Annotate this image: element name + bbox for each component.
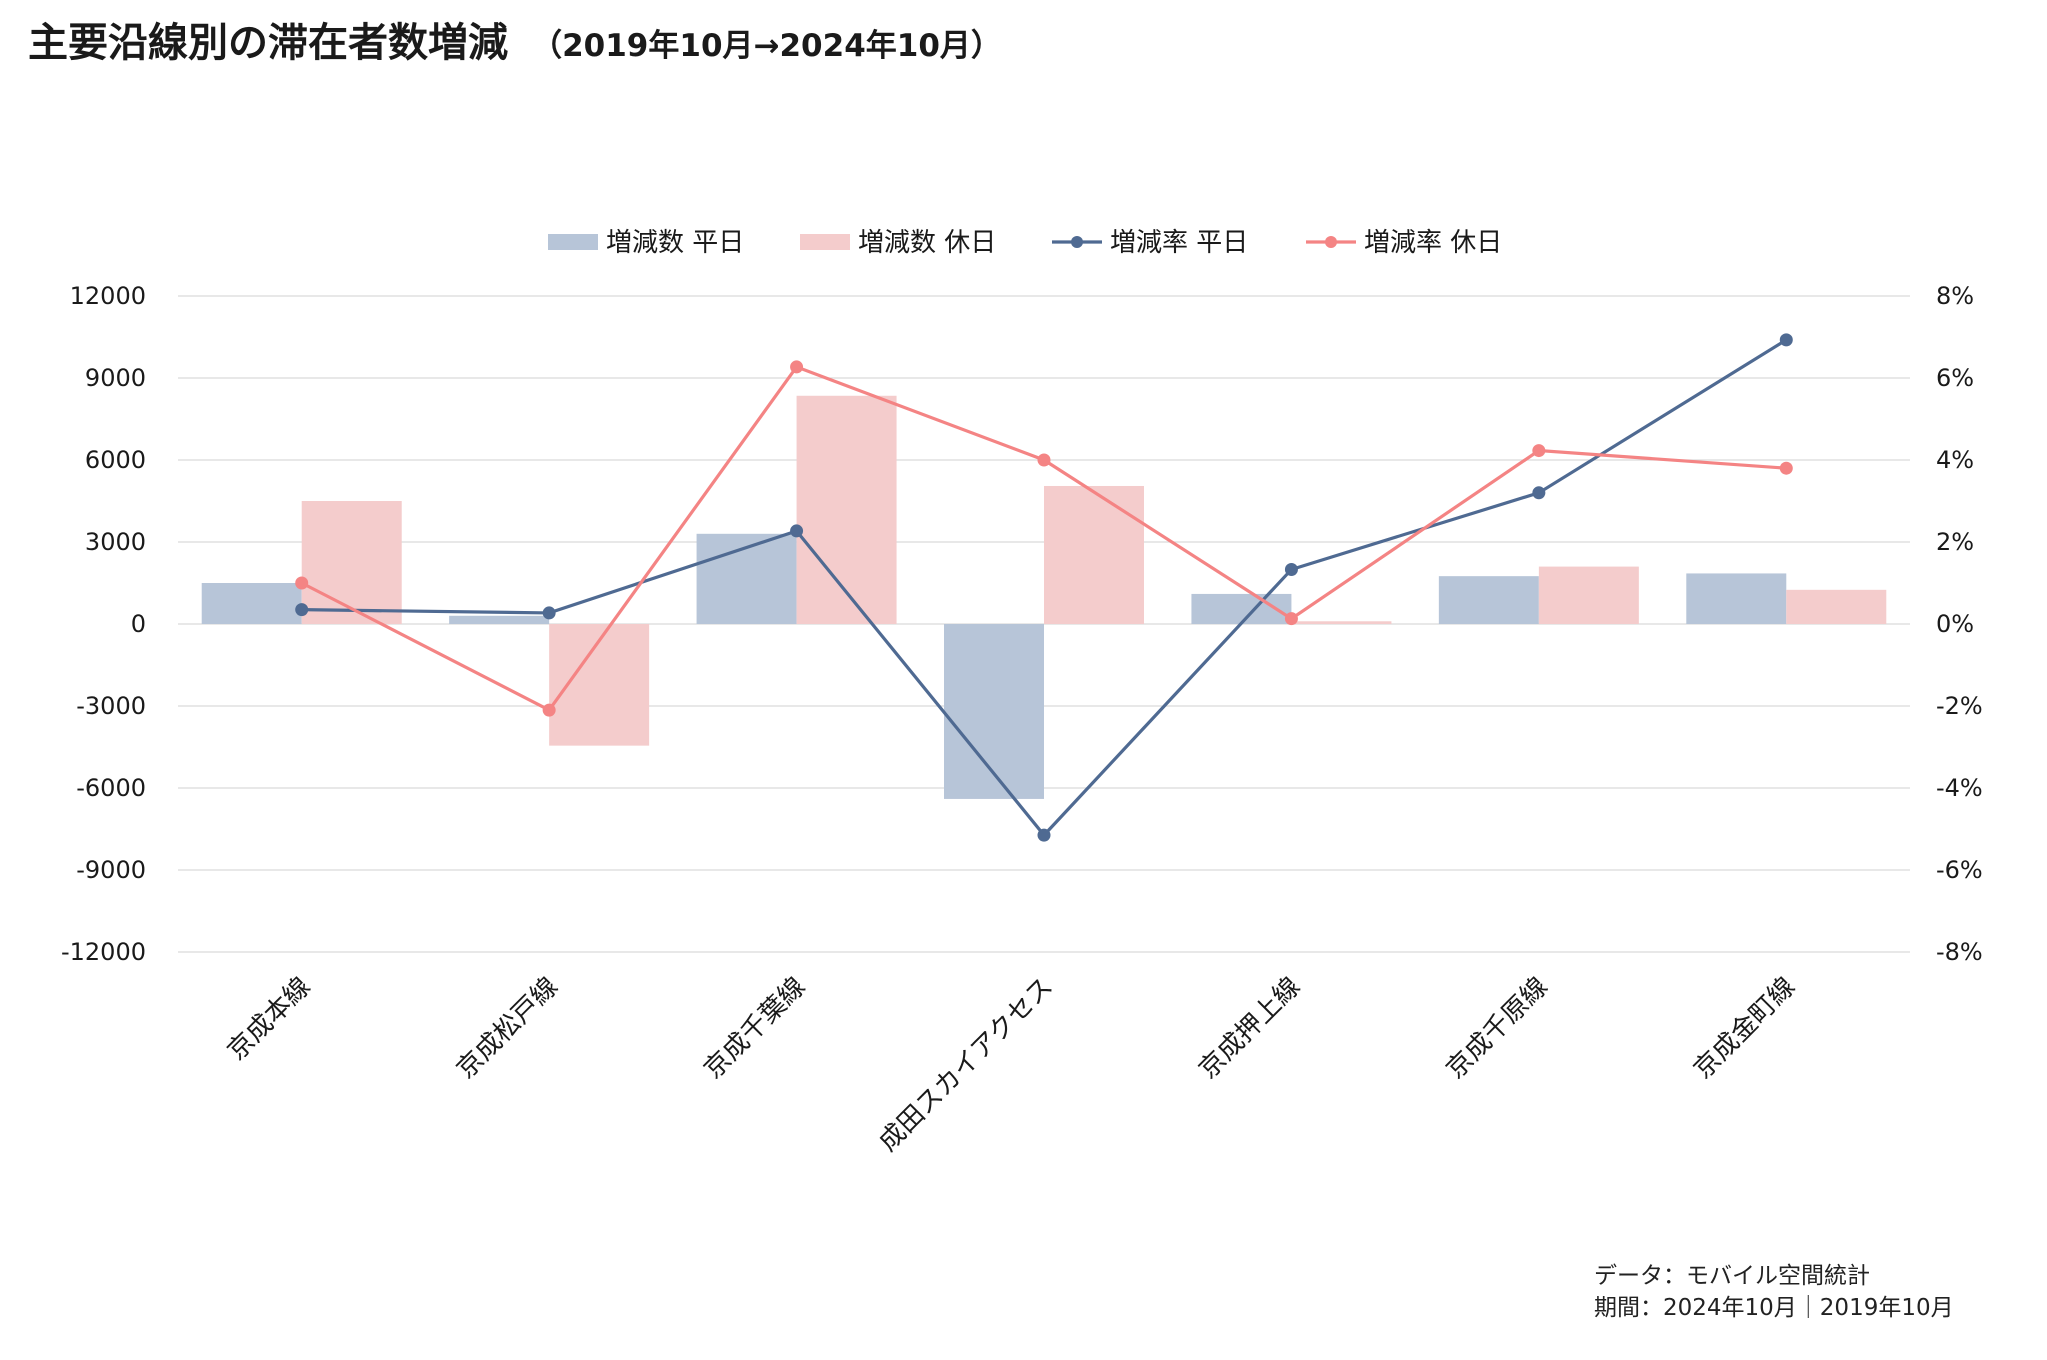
legend-label: 増減率 平日 bbox=[1110, 228, 1248, 258]
bar-series bbox=[201, 395, 1887, 799]
point-holiday bbox=[1532, 444, 1546, 458]
source-note-period: 期間：2024年10月｜2019年10月 bbox=[1594, 1295, 1954, 1321]
right-tick-label: 0% bbox=[1936, 610, 1974, 638]
left-tick-label: -12000 bbox=[61, 938, 146, 966]
left-tick-label: 0 bbox=[131, 610, 146, 638]
right-tick-label: -8% bbox=[1936, 938, 1983, 966]
bar-holiday bbox=[1786, 589, 1887, 624]
right-tick-label: -4% bbox=[1936, 774, 1983, 802]
category-label: 京成千原線 bbox=[1441, 972, 1554, 1085]
legend-marker-weekday bbox=[1071, 236, 1083, 248]
point-weekday bbox=[790, 524, 804, 538]
right-axis-ticks: 8% 6% 4% 2% 0% -2% -4% -6% -8% bbox=[1936, 282, 1983, 966]
point-holiday bbox=[542, 703, 556, 717]
left-axis-ticks: 12000 9000 6000 3000 0 -3000 -6000 -9000 -12000 bbox=[61, 282, 146, 966]
bar-weekday bbox=[1438, 576, 1539, 624]
category-labels: 京成本線 京成松戸線 京成千葉線 成田スカイアクセス 京成押上線 京成千原線 京成金町線 bbox=[222, 972, 1801, 1158]
bar-holiday bbox=[1538, 566, 1639, 624]
point-weekday bbox=[1779, 333, 1793, 347]
left-tick-label: 3000 bbox=[85, 528, 146, 556]
legend-label: 増減数 平日 bbox=[606, 228, 744, 258]
chart-subtitle: （2019年10月→2024年10月） bbox=[531, 28, 1002, 64]
legend: 増減数 平日 増減数 休日 増減率 平日 増減率 休日 bbox=[548, 228, 1502, 258]
right-tick-label: 4% bbox=[1936, 446, 1974, 474]
point-holiday bbox=[295, 576, 309, 590]
category-label: 京成本線 bbox=[222, 972, 317, 1067]
point-holiday bbox=[790, 360, 804, 374]
left-tick-label: -9000 bbox=[76, 856, 146, 884]
source-note: データ：モバイル空間統計 期間：2024年10月｜2019年10月 bbox=[1594, 1260, 1954, 1324]
right-tick-label: 2% bbox=[1936, 528, 1974, 556]
right-tick-label: -2% bbox=[1936, 692, 1983, 720]
left-tick-label: 6000 bbox=[85, 446, 146, 474]
category-label: 京成松戸線 bbox=[451, 972, 564, 1085]
category-label: 京成金町線 bbox=[1688, 972, 1801, 1085]
left-tick-label: 12000 bbox=[70, 282, 146, 310]
point-weekday bbox=[1532, 486, 1546, 500]
category-label: 京成押上線 bbox=[1193, 972, 1306, 1085]
bar-holiday bbox=[1291, 621, 1392, 624]
legend-label: 増減数 休日 bbox=[858, 228, 996, 258]
left-tick-label: 9000 bbox=[85, 364, 146, 392]
right-tick-label: 8% bbox=[1936, 282, 1974, 310]
point-weekday bbox=[1284, 562, 1298, 576]
right-tick-label: 6% bbox=[1936, 364, 1974, 392]
legend-label: 増減率 休日 bbox=[1364, 228, 1502, 258]
left-tick-label: -6000 bbox=[76, 774, 146, 802]
chart-title: 主要沿線別の滞在者数増減 bbox=[28, 20, 508, 66]
point-holiday bbox=[1037, 453, 1051, 467]
point-weekday bbox=[295, 603, 309, 617]
legend-swatch-weekday-bar bbox=[548, 234, 598, 250]
bar-weekday bbox=[1686, 573, 1787, 624]
point-holiday bbox=[1779, 461, 1793, 475]
bar-holiday bbox=[301, 501, 402, 624]
bar-weekday bbox=[944, 624, 1044, 799]
chart-title-block: 主要沿線別の滞在者数増減 （2019年10月→2024年10月） bbox=[28, 10, 1002, 68]
line-series bbox=[295, 333, 1793, 842]
left-tick-label: -3000 bbox=[76, 692, 146, 720]
bar-holiday bbox=[796, 395, 897, 624]
point-weekday bbox=[542, 606, 556, 620]
right-tick-label: -6% bbox=[1936, 856, 1983, 884]
legend-marker-holiday bbox=[1325, 236, 1337, 248]
point-weekday bbox=[1037, 828, 1051, 842]
bar-weekday bbox=[449, 615, 550, 624]
bar-holiday bbox=[1044, 485, 1144, 624]
bar-weekday bbox=[201, 583, 302, 624]
point-holiday bbox=[1284, 612, 1298, 626]
legend-swatch-holiday-bar bbox=[800, 234, 850, 250]
category-label: 成田スカイアクセス bbox=[873, 972, 1059, 1158]
source-note-data: データ：モバイル空間統計 bbox=[1594, 1263, 1870, 1289]
category-label: 京成千葉線 bbox=[698, 972, 811, 1085]
